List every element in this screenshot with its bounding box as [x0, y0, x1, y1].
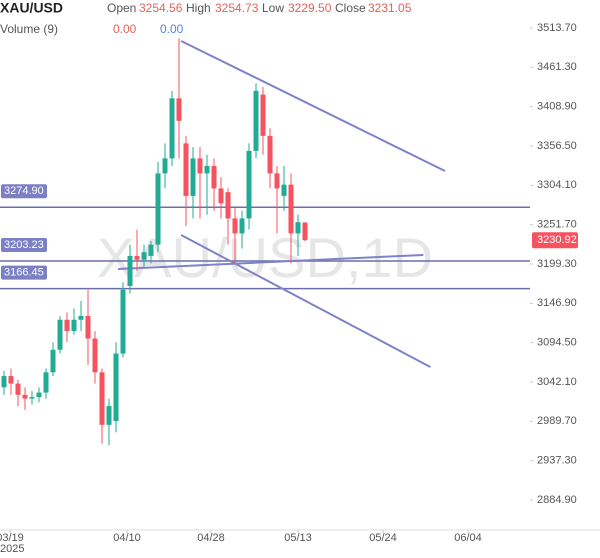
high-value: 3254.73	[215, 1, 259, 15]
volume-label: Volume (9)	[0, 22, 58, 36]
level-label: 3274.90	[4, 185, 44, 197]
candle-body	[162, 158, 168, 174]
y-tick-label: 2884.90	[537, 494, 577, 506]
volume-value: 0.00	[113, 22, 137, 36]
candle-body	[218, 188, 224, 204]
open-value: 3254.56	[139, 1, 183, 15]
candle-body	[113, 353, 119, 422]
x-tick-label: 05/24	[369, 532, 397, 544]
candle-body	[78, 316, 84, 320]
y-tick-label: 2937.30	[537, 455, 577, 467]
last-price-box	[532, 232, 578, 249]
close-label: Close	[335, 1, 366, 15]
candle-body	[232, 218, 238, 234]
candle-body	[274, 173, 280, 189]
candle-body	[1, 376, 7, 388]
year-label: 2025	[0, 543, 24, 555]
candle-body	[246, 150, 252, 219]
x-tick-label: 05/13	[284, 532, 312, 544]
candle-body	[8, 376, 14, 384]
candle-body	[57, 319, 63, 350]
x-tick-label: 04/28	[197, 532, 225, 544]
candle-body	[106, 406, 112, 425]
open-label: Open	[107, 1, 136, 15]
candle-body	[211, 165, 217, 189]
close-value: 3231.05	[368, 1, 412, 15]
candle-body	[260, 94, 266, 136]
candle-body	[15, 383, 21, 395]
low-value: 3229.50	[288, 1, 332, 15]
candle-body	[99, 372, 105, 425]
candle-body	[176, 98, 182, 121]
candle-body	[148, 244, 154, 256]
candle-body	[36, 392, 42, 398]
candle-body	[141, 252, 147, 260]
high-label: High	[186, 1, 211, 15]
candle-body	[295, 222, 301, 234]
candle-body	[155, 173, 161, 245]
candle-body	[253, 90, 259, 151]
candle-body	[50, 349, 56, 373]
candle-body	[197, 158, 203, 174]
candle-body	[134, 255, 140, 260]
candle-body	[29, 397, 35, 399]
volume-ma-value: 0.00	[160, 22, 184, 36]
y-tick-label: 3513.70	[537, 22, 577, 34]
candle-body	[288, 184, 294, 234]
level-label-box	[1, 184, 47, 199]
y-tick-label: 3146.90	[537, 297, 577, 309]
low-label: Low	[262, 1, 284, 15]
candle-body	[120, 289, 126, 354]
level-label-box	[1, 265, 47, 280]
last-price-label: 3230.92	[537, 234, 577, 246]
x-tick-label: 03/19	[0, 532, 24, 544]
y-tick-label: 3094.50	[537, 337, 577, 349]
y-tick-label: 3408.90	[537, 101, 577, 113]
candle-body	[190, 158, 196, 196]
candle-body	[92, 338, 98, 373]
level-label-box	[1, 238, 47, 253]
y-tick-label: 3042.10	[537, 376, 577, 388]
candle-body	[225, 192, 231, 219]
candle-body	[85, 316, 91, 339]
candle-body	[22, 394, 28, 399]
candle-body	[64, 319, 70, 332]
candle-body	[169, 98, 175, 159]
trend-line	[180, 234, 431, 368]
x-tick-label: 04/10	[113, 532, 141, 544]
candle-body	[239, 218, 245, 234]
candle-body	[267, 135, 273, 174]
candle-body	[127, 255, 133, 286]
y-tick-label: 3304.10	[537, 179, 577, 191]
level-label: 3166.45	[4, 267, 44, 279]
y-tick-label: 3251.70	[537, 219, 577, 231]
candle-body	[302, 222, 308, 241]
level-label: 3203.23	[4, 239, 44, 251]
y-tick-label: 3199.30	[537, 258, 577, 270]
candle-body	[281, 184, 287, 196]
candle-body	[71, 319, 77, 332]
candle-body	[43, 372, 49, 393]
y-tick-label: 3461.30	[537, 61, 577, 73]
x-tick-label: 06/04	[454, 532, 482, 544]
trend-line	[118, 253, 424, 271]
candle-body	[204, 165, 210, 174]
symbol: XAU/USD	[0, 0, 63, 16]
y-tick-label: 2989.70	[537, 415, 577, 427]
y-tick-label: 3356.50	[537, 140, 577, 152]
trend-line	[180, 40, 446, 172]
candle-body	[183, 143, 189, 196]
